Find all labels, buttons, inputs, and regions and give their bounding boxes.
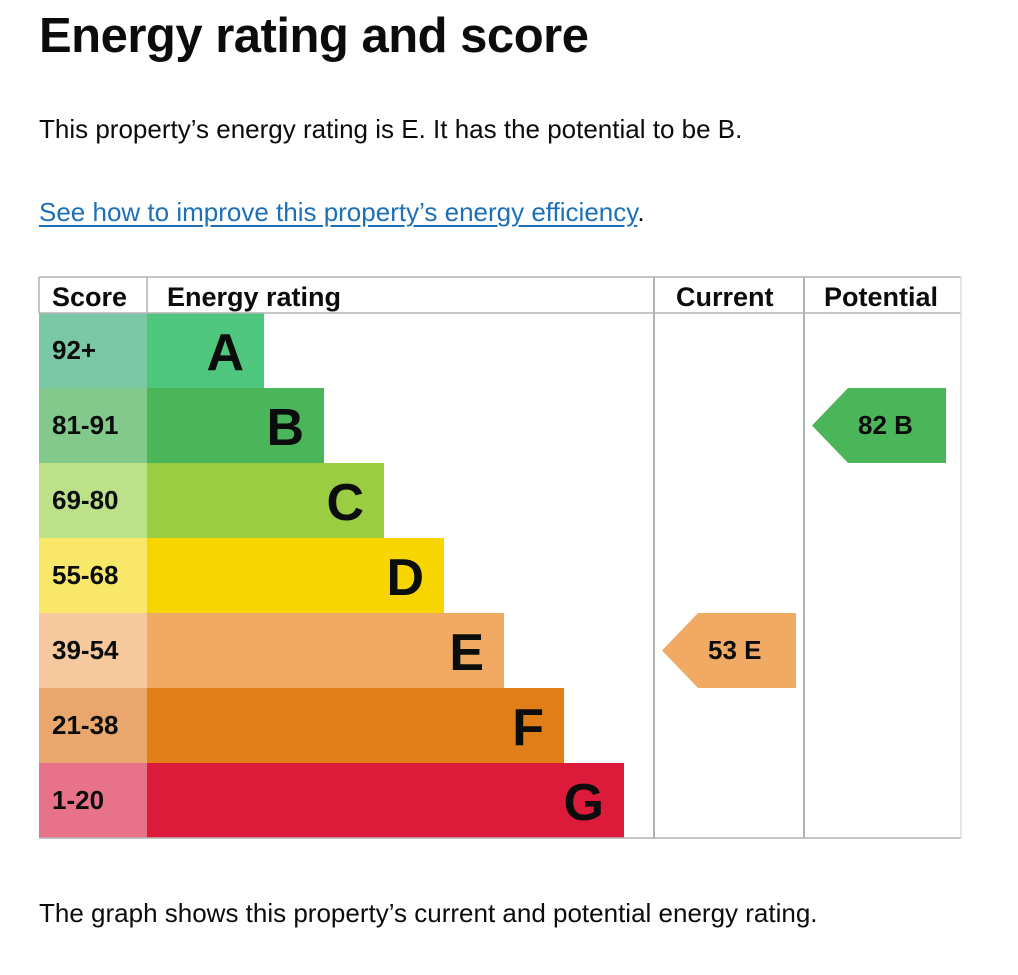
rating-letter-d: D — [386, 549, 424, 607]
page-title: Energy rating and score — [39, 9, 589, 63]
score-range-d: 55-68 — [52, 560, 119, 590]
rating-bar-d — [147, 538, 444, 613]
rating-bar-b — [147, 388, 324, 463]
rating-letter-g: G — [564, 774, 604, 832]
header-current: Current — [676, 282, 774, 312]
header-potential: Potential — [824, 282, 938, 312]
rating-bar-f — [147, 688, 564, 763]
chart-caption: The graph shows this property’s current … — [39, 898, 818, 928]
rating-letter-b: B — [266, 399, 304, 457]
header-score: Score — [52, 282, 127, 312]
link-suffix: . — [637, 197, 645, 227]
improve-link-line: See how to improve this property’s energ… — [39, 197, 645, 228]
rating-bar-a — [147, 313, 264, 388]
potential-rating-label: 82 B — [858, 410, 913, 440]
score-cell-e — [39, 613, 147, 688]
score-range-c: 69-80 — [52, 485, 119, 515]
rating-letter-f: F — [512, 699, 544, 757]
score-cell-c — [39, 463, 147, 538]
score-cell-d — [39, 538, 147, 613]
score-range-a: 92+ — [52, 335, 96, 365]
header-energy-rating: Energy rating — [167, 282, 341, 312]
rating-letter-c: C — [326, 474, 364, 532]
score-cell-f — [39, 688, 147, 763]
rating-letter-e: E — [449, 624, 484, 682]
improve-efficiency-link[interactable]: See how to improve this property’s energ… — [39, 197, 638, 227]
score-range-b: 81-91 — [52, 410, 119, 440]
rating-bar-e — [147, 613, 504, 688]
score-range-f: 21-38 — [52, 710, 119, 740]
rating-bar-g — [147, 763, 624, 838]
score-range-g: 1-20 — [52, 785, 104, 815]
energy-rating-chart: Score Energy rating Current Potential 92+ A 81… — [38, 276, 962, 839]
current-rating-arrow — [662, 613, 796, 688]
score-cell-a — [39, 313, 147, 388]
potential-rating-arrow — [812, 388, 946, 463]
rating-bar-c — [147, 463, 384, 538]
score-cell-b — [39, 388, 147, 463]
current-rating-label: 53 E — [708, 635, 762, 665]
score-cell-g — [39, 763, 147, 838]
score-range-e: 39-54 — [52, 635, 119, 665]
rating-summary: This property’s energy rating is E. It h… — [39, 114, 743, 144]
rating-letter-a: A — [206, 324, 244, 382]
